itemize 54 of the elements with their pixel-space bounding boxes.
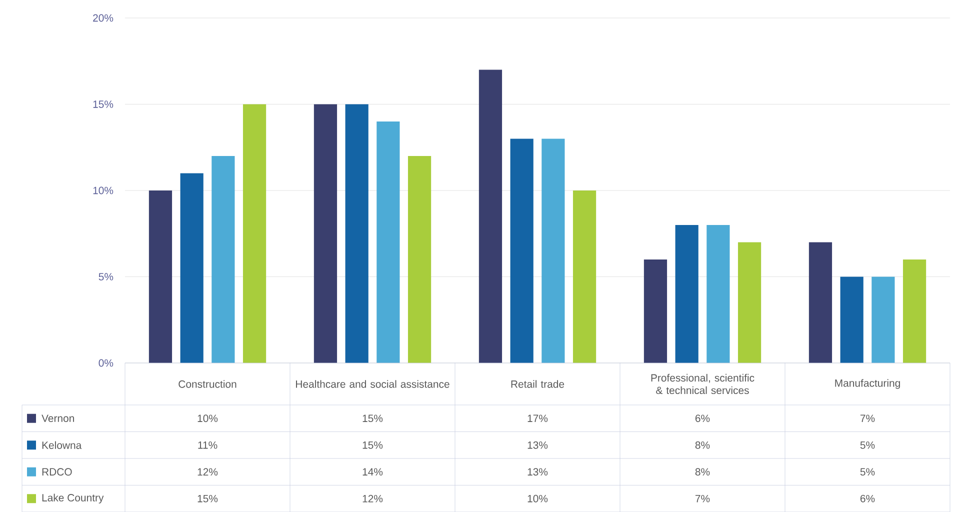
bar bbox=[738, 242, 762, 363]
x-tick-label: Healthcare and social assistance bbox=[296, 380, 450, 388]
x-tick-label: Manufacturing bbox=[835, 379, 900, 389]
data-label: 17% bbox=[528, 414, 548, 422]
bar bbox=[706, 224, 730, 363]
bar bbox=[478, 70, 502, 363]
legend-label: Kelowna bbox=[42, 441, 82, 449]
data-label: 15% bbox=[362, 441, 383, 449]
bar bbox=[542, 138, 565, 363]
x-tick-label: Professional, scientific & technical services bbox=[651, 374, 754, 394]
x-tick-label: Retail trade bbox=[511, 380, 564, 388]
bar bbox=[510, 138, 534, 363]
data-label: 10% bbox=[528, 494, 548, 502]
bar bbox=[148, 190, 172, 363]
data-label: 14% bbox=[362, 468, 383, 476]
data-label: 8% bbox=[695, 468, 710, 476]
data-label: 8% bbox=[695, 441, 710, 449]
bar bbox=[212, 156, 235, 363]
bar bbox=[808, 242, 832, 363]
bar bbox=[872, 276, 895, 363]
bar bbox=[180, 173, 204, 363]
bar bbox=[572, 190, 596, 363]
data-label: 7% bbox=[695, 494, 710, 502]
data-label: 5% bbox=[860, 441, 875, 449]
bar bbox=[345, 104, 368, 363]
bar bbox=[644, 259, 668, 363]
data-label: 6% bbox=[860, 494, 875, 502]
legend-label: Lake Country bbox=[42, 494, 104, 504]
data-label: 5% bbox=[860, 468, 875, 476]
data-label: 15% bbox=[362, 414, 383, 422]
data-label: 12% bbox=[198, 468, 218, 476]
y-tick-label: 15% bbox=[93, 100, 114, 108]
data-label: 6% bbox=[695, 414, 710, 422]
legend-label: Vernon bbox=[42, 414, 74, 422]
y-tick-label: 20% bbox=[93, 14, 114, 22]
data-label: 11% bbox=[198, 441, 218, 449]
y-tick-label: 10% bbox=[93, 186, 114, 194]
bar bbox=[840, 276, 864, 363]
y-tick-label: 0% bbox=[98, 359, 114, 367]
y-tick-label: 5% bbox=[98, 273, 114, 280]
bar bbox=[675, 224, 698, 363]
bar bbox=[242, 104, 266, 363]
bar bbox=[314, 104, 338, 363]
data-label: 12% bbox=[362, 494, 383, 502]
data-label: 7% bbox=[860, 414, 875, 422]
x-tick-label: Construction bbox=[178, 380, 236, 388]
bar bbox=[902, 259, 926, 363]
bar bbox=[376, 121, 400, 363]
data-label: 13% bbox=[528, 468, 548, 476]
data-label: 13% bbox=[528, 441, 548, 449]
legend-label: RDCO bbox=[42, 468, 72, 476]
bar bbox=[408, 156, 432, 363]
data-label: 15% bbox=[198, 494, 218, 502]
data-label: 10% bbox=[198, 414, 218, 422]
